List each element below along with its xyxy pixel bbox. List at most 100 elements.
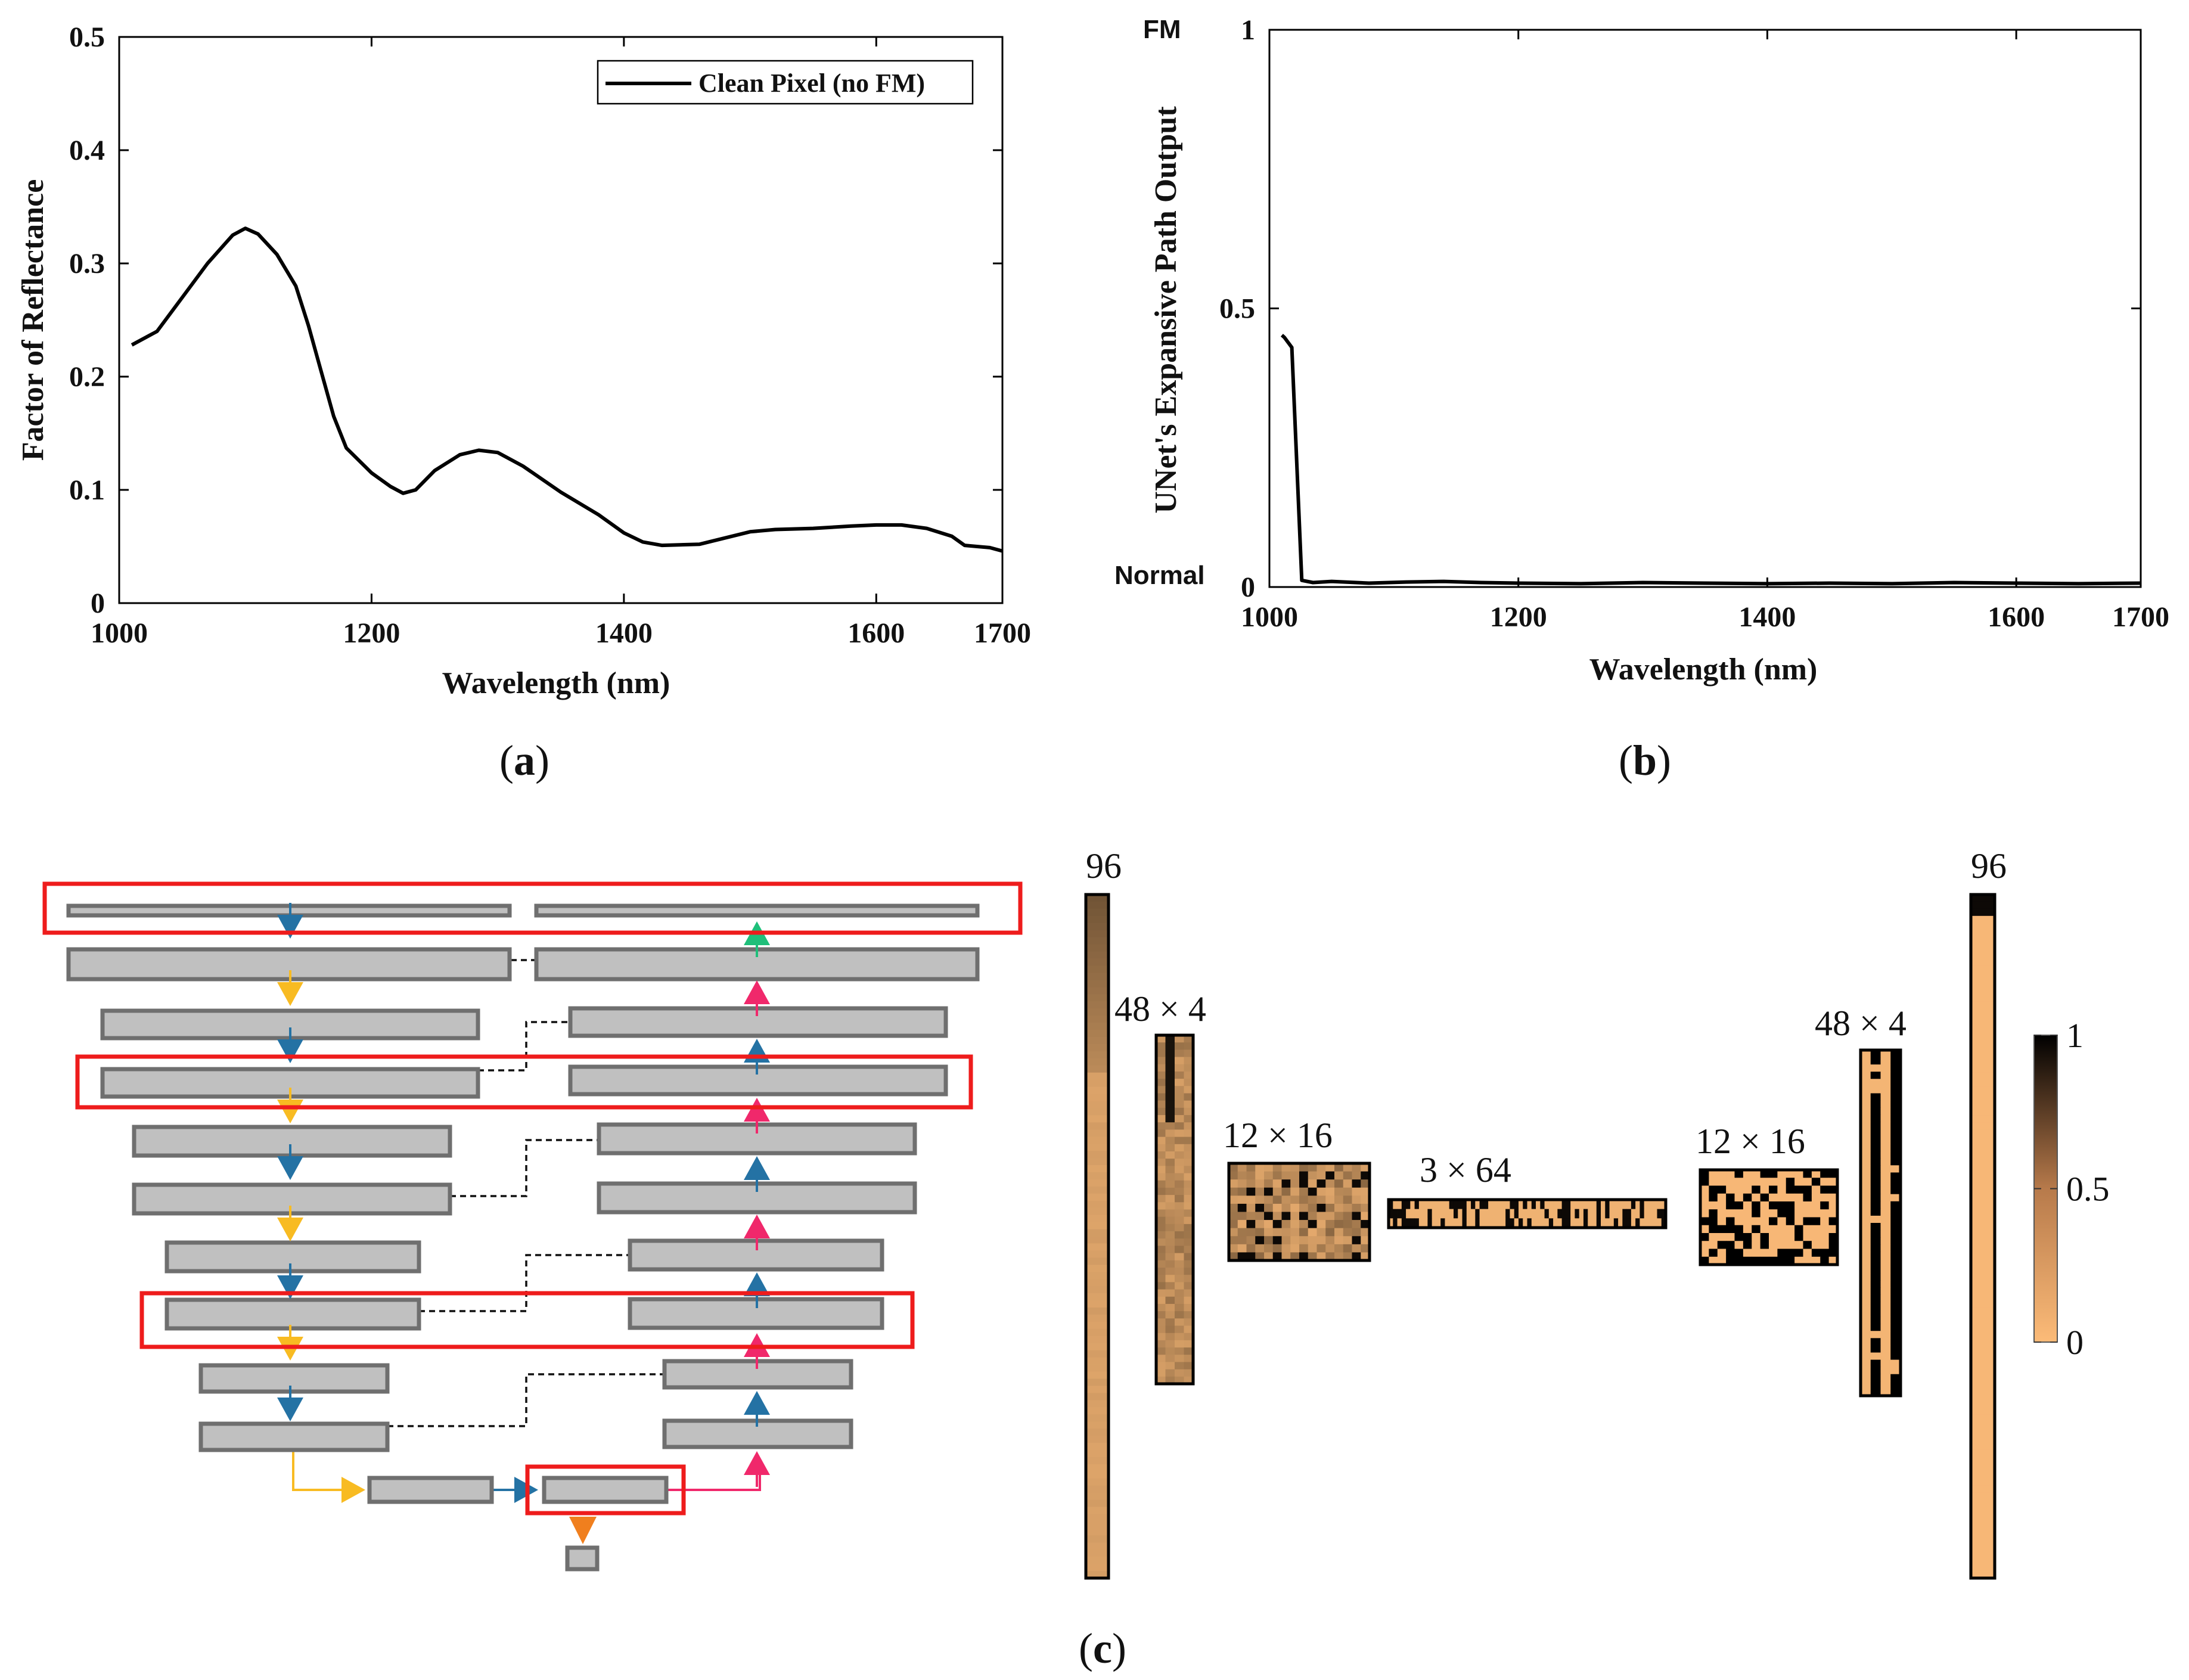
heatmap-cell	[1086, 1371, 1109, 1379]
heatmap-cell	[1880, 1151, 1891, 1159]
heatmap-cell	[1870, 1237, 1881, 1245]
skip-connections	[387, 959, 665, 1427]
heatmap-cell	[1237, 1228, 1247, 1237]
heatmap-cell	[1870, 1252, 1881, 1259]
heatmap-cell	[1423, 1209, 1428, 1219]
heatmap-cell	[1743, 1241, 1752, 1249]
heatmap-cell	[1709, 1217, 1718, 1226]
heatmap-cell	[1644, 1200, 1649, 1210]
heatmap-cell	[1709, 1193, 1718, 1202]
heatmap-cell	[1184, 1246, 1194, 1254]
heatmap-cell	[1086, 908, 1109, 917]
heatmap-cell	[1971, 1044, 1995, 1052]
heatmap-cell	[1861, 1338, 1871, 1346]
heatmap-cell	[1086, 895, 1109, 902]
heatmap-cell	[1828, 1185, 1838, 1194]
heatmap-cell	[1458, 1209, 1463, 1219]
heatmap-cell	[1726, 1185, 1735, 1194]
heatmap-cell	[1820, 1178, 1830, 1186]
heatmap-cell	[1316, 1228, 1326, 1237]
heatmap-cell	[1890, 1302, 1901, 1310]
heatmap-cell	[1086, 1172, 1109, 1180]
heatmap-cell	[1237, 1203, 1247, 1212]
heatmap-cell	[1870, 1381, 1881, 1389]
heatmap-cell	[1246, 1179, 1256, 1188]
heatmap-cell	[1255, 1179, 1265, 1188]
heatmap-cell	[1352, 1179, 1361, 1188]
heatmap-cell	[1281, 1228, 1291, 1237]
heatmap-cell	[1717, 1193, 1727, 1202]
heatmap-cell	[1086, 1336, 1109, 1344]
heatmap-cell	[1255, 1163, 1265, 1172]
chart-b: 1000 1200 1400 1600 1700 0 0.5 1 FM Normal Wave…	[1114, 14, 2169, 784]
heatmap-cell	[1726, 1209, 1735, 1218]
heatmap-cell	[1086, 980, 1109, 987]
heatmap-cell	[1479, 1218, 1485, 1228]
heatmap-cell	[1717, 1170, 1727, 1178]
heatmap-cell	[1488, 1218, 1493, 1228]
heatmap-cell	[1566, 1209, 1571, 1219]
heatmap-cell	[1579, 1209, 1584, 1219]
heatmap-cell	[1352, 1195, 1361, 1204]
feature-map-6: 48 × 4	[1815, 1004, 1907, 1398]
heatmap-cell	[1971, 1151, 1995, 1159]
chart-b-x-tick-label: 1000	[1241, 601, 1298, 633]
heatmap-cell	[1308, 1244, 1317, 1253]
heatmap-cell	[1579, 1218, 1584, 1228]
heatmap-cell	[1726, 1225, 1735, 1234]
heatmap-cell	[1361, 1171, 1370, 1180]
heatmap-cell	[1086, 1557, 1109, 1564]
heatmap-cell	[1264, 1212, 1274, 1221]
colorbar: 00.51	[2033, 1016, 2110, 1362]
heatmap-cell	[1414, 1218, 1420, 1228]
heatmap-cell	[1505, 1200, 1510, 1210]
heatmap-cell	[1352, 1212, 1361, 1221]
heatmap-cell	[1588, 1200, 1592, 1210]
heatmap-cell	[1156, 1355, 1166, 1362]
heatmap-cell	[1880, 1172, 1891, 1180]
heatmap-cell	[1264, 1179, 1274, 1188]
heatmap-cell	[1870, 1294, 1881, 1303]
heatmap-cell	[1184, 1187, 1194, 1195]
heatmap-cell	[1890, 1259, 1901, 1266]
heatmap-cell	[1086, 1464, 1109, 1472]
heatmap-cell	[1828, 1241, 1838, 1249]
heatmap-cell	[1086, 1051, 1109, 1059]
heatmap-cell	[1246, 1163, 1256, 1172]
heatmap-cell	[1175, 1057, 1184, 1065]
feature-map-frame	[1084, 893, 1110, 1580]
chart-b-x-tick-label: 1700	[2112, 601, 2169, 633]
heatmap-cell	[1156, 1122, 1166, 1130]
heatmap-cell	[1971, 944, 1995, 952]
heatmap-cell	[1343, 1236, 1352, 1245]
heatmap-cell	[1890, 1201, 1901, 1209]
heatmap-cell	[1553, 1200, 1558, 1210]
heatmap-cell	[1561, 1200, 1567, 1210]
heatmap-cell	[1086, 1549, 1109, 1557]
feature-map-frame	[1969, 893, 1997, 1580]
heatmap-cell	[1299, 1212, 1309, 1221]
heatmap-cell	[1156, 1282, 1166, 1290]
heatmap-cell	[1596, 1200, 1601, 1210]
heatmap-cell	[1971, 1008, 1995, 1016]
heatmap-cell	[1811, 1185, 1821, 1194]
heatmap-cell	[1165, 1129, 1175, 1138]
heatmap-cell	[1175, 1115, 1184, 1123]
heatmap-cell	[1760, 1256, 1769, 1265]
heatmap-cell	[1184, 1100, 1194, 1108]
heatmap-cell	[1870, 1280, 1881, 1288]
heatmap-cell	[1777, 1217, 1787, 1226]
heatmap-cell	[1861, 1215, 1871, 1223]
heatmap-cell	[1290, 1228, 1300, 1237]
heatmap-cell	[1479, 1209, 1485, 1219]
heatmap-cell	[1561, 1218, 1567, 1228]
heatmap-cell	[1890, 1331, 1901, 1339]
heatmap-cell	[1794, 1233, 1803, 1241]
heatmap-cell	[1255, 1195, 1265, 1204]
heatmap-cell	[1165, 1122, 1175, 1130]
heatmap-cell	[1890, 1100, 1901, 1108]
heatmap-cell	[1237, 1244, 1247, 1253]
heatmap-cell	[1870, 1331, 1881, 1339]
heatmap-cell	[1432, 1200, 1437, 1210]
heatmap-cell	[1557, 1209, 1563, 1219]
